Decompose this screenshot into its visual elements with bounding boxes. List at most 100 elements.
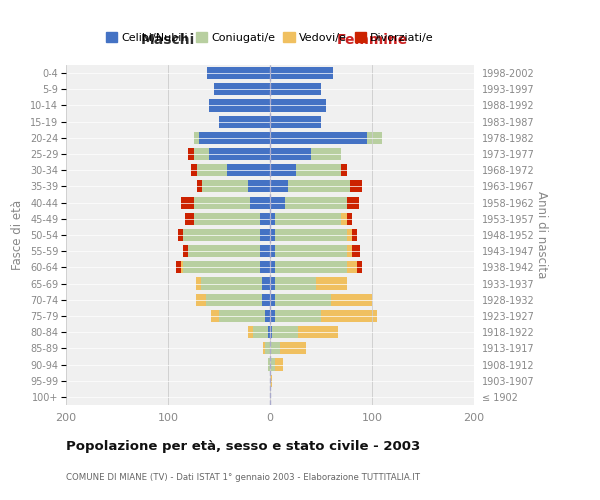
Bar (367, 132, 382, 144)
Bar (356, 262, 362, 274)
Bar (270, 196, 286, 208)
Bar (347, 196, 359, 208)
Bar (250, 196, 270, 208)
Bar (185, 212, 193, 225)
Bar (275, 229, 347, 241)
Bar (196, 294, 206, 306)
Bar (347, 245, 352, 258)
Bar (270, 278, 275, 289)
Bar (298, 326, 338, 338)
Bar (188, 148, 193, 160)
Bar (275, 278, 316, 289)
Bar (268, 358, 270, 370)
Text: Maschi: Maschi (141, 34, 195, 48)
Bar (296, 164, 341, 176)
Bar (268, 326, 270, 338)
Bar (206, 294, 262, 306)
Bar (341, 212, 347, 225)
Bar (270, 374, 272, 387)
Bar (275, 262, 347, 274)
Bar (260, 262, 270, 274)
Bar (260, 229, 270, 241)
Bar (270, 100, 326, 112)
Bar (260, 212, 270, 225)
Bar (219, 116, 270, 128)
Bar (262, 294, 270, 306)
Bar (270, 132, 367, 144)
Text: Femmine: Femmine (337, 34, 407, 48)
Bar (270, 342, 280, 354)
Bar (311, 148, 341, 160)
Bar (197, 180, 202, 192)
Bar (275, 310, 321, 322)
Bar (270, 180, 289, 192)
Bar (270, 83, 321, 96)
Bar (248, 326, 253, 338)
Bar (207, 67, 270, 79)
Bar (270, 148, 311, 160)
Bar (176, 262, 181, 274)
Bar (272, 326, 298, 338)
Bar (248, 180, 270, 192)
Bar (270, 262, 275, 274)
Bar (196, 278, 200, 289)
Bar (270, 294, 275, 306)
Bar (199, 132, 270, 144)
Bar (211, 310, 219, 322)
Bar (352, 245, 360, 258)
Bar (260, 245, 270, 258)
Y-axis label: Fasce di età: Fasce di età (11, 200, 25, 270)
Bar (347, 212, 352, 225)
Bar (350, 180, 362, 192)
Bar (289, 180, 350, 192)
Bar (181, 196, 193, 208)
Bar (219, 310, 265, 322)
Bar (191, 164, 197, 176)
Bar (214, 83, 270, 96)
Bar (188, 245, 260, 258)
Bar (270, 229, 275, 241)
Bar (265, 310, 270, 322)
Bar (178, 229, 184, 241)
Bar (193, 132, 199, 144)
Bar (280, 342, 306, 354)
Bar (352, 229, 357, 241)
Bar (197, 164, 227, 176)
Bar (270, 310, 275, 322)
Bar (341, 164, 347, 176)
Bar (275, 358, 283, 370)
Bar (275, 294, 331, 306)
Bar (193, 196, 250, 208)
Bar (253, 326, 268, 338)
Legend: Celibi/Nubili, Coniugati/e, Vedovi/e, Divorziati/e: Celibi/Nubili, Coniugati/e, Vedovi/e, Di… (102, 28, 438, 48)
Bar (270, 67, 333, 79)
Bar (181, 262, 184, 274)
Bar (227, 164, 270, 176)
Bar (347, 229, 352, 241)
Bar (262, 278, 270, 289)
Bar (202, 180, 248, 192)
Bar (265, 342, 270, 354)
Bar (321, 310, 377, 322)
Bar (263, 342, 265, 354)
Bar (184, 229, 260, 241)
Bar (270, 164, 296, 176)
Bar (184, 262, 260, 274)
Text: Popolazione per età, sesso e stato civile - 2003: Popolazione per età, sesso e stato civil… (66, 440, 420, 453)
Bar (193, 212, 260, 225)
Bar (209, 148, 270, 160)
Bar (286, 196, 347, 208)
Bar (270, 212, 275, 225)
Bar (270, 116, 321, 128)
Bar (184, 245, 188, 258)
Bar (200, 278, 262, 289)
Bar (347, 262, 356, 274)
Bar (270, 245, 275, 258)
Bar (193, 148, 209, 160)
Bar (270, 326, 272, 338)
Bar (275, 212, 341, 225)
Bar (209, 100, 270, 112)
Bar (316, 278, 347, 289)
Bar (275, 245, 347, 258)
Bar (331, 294, 372, 306)
